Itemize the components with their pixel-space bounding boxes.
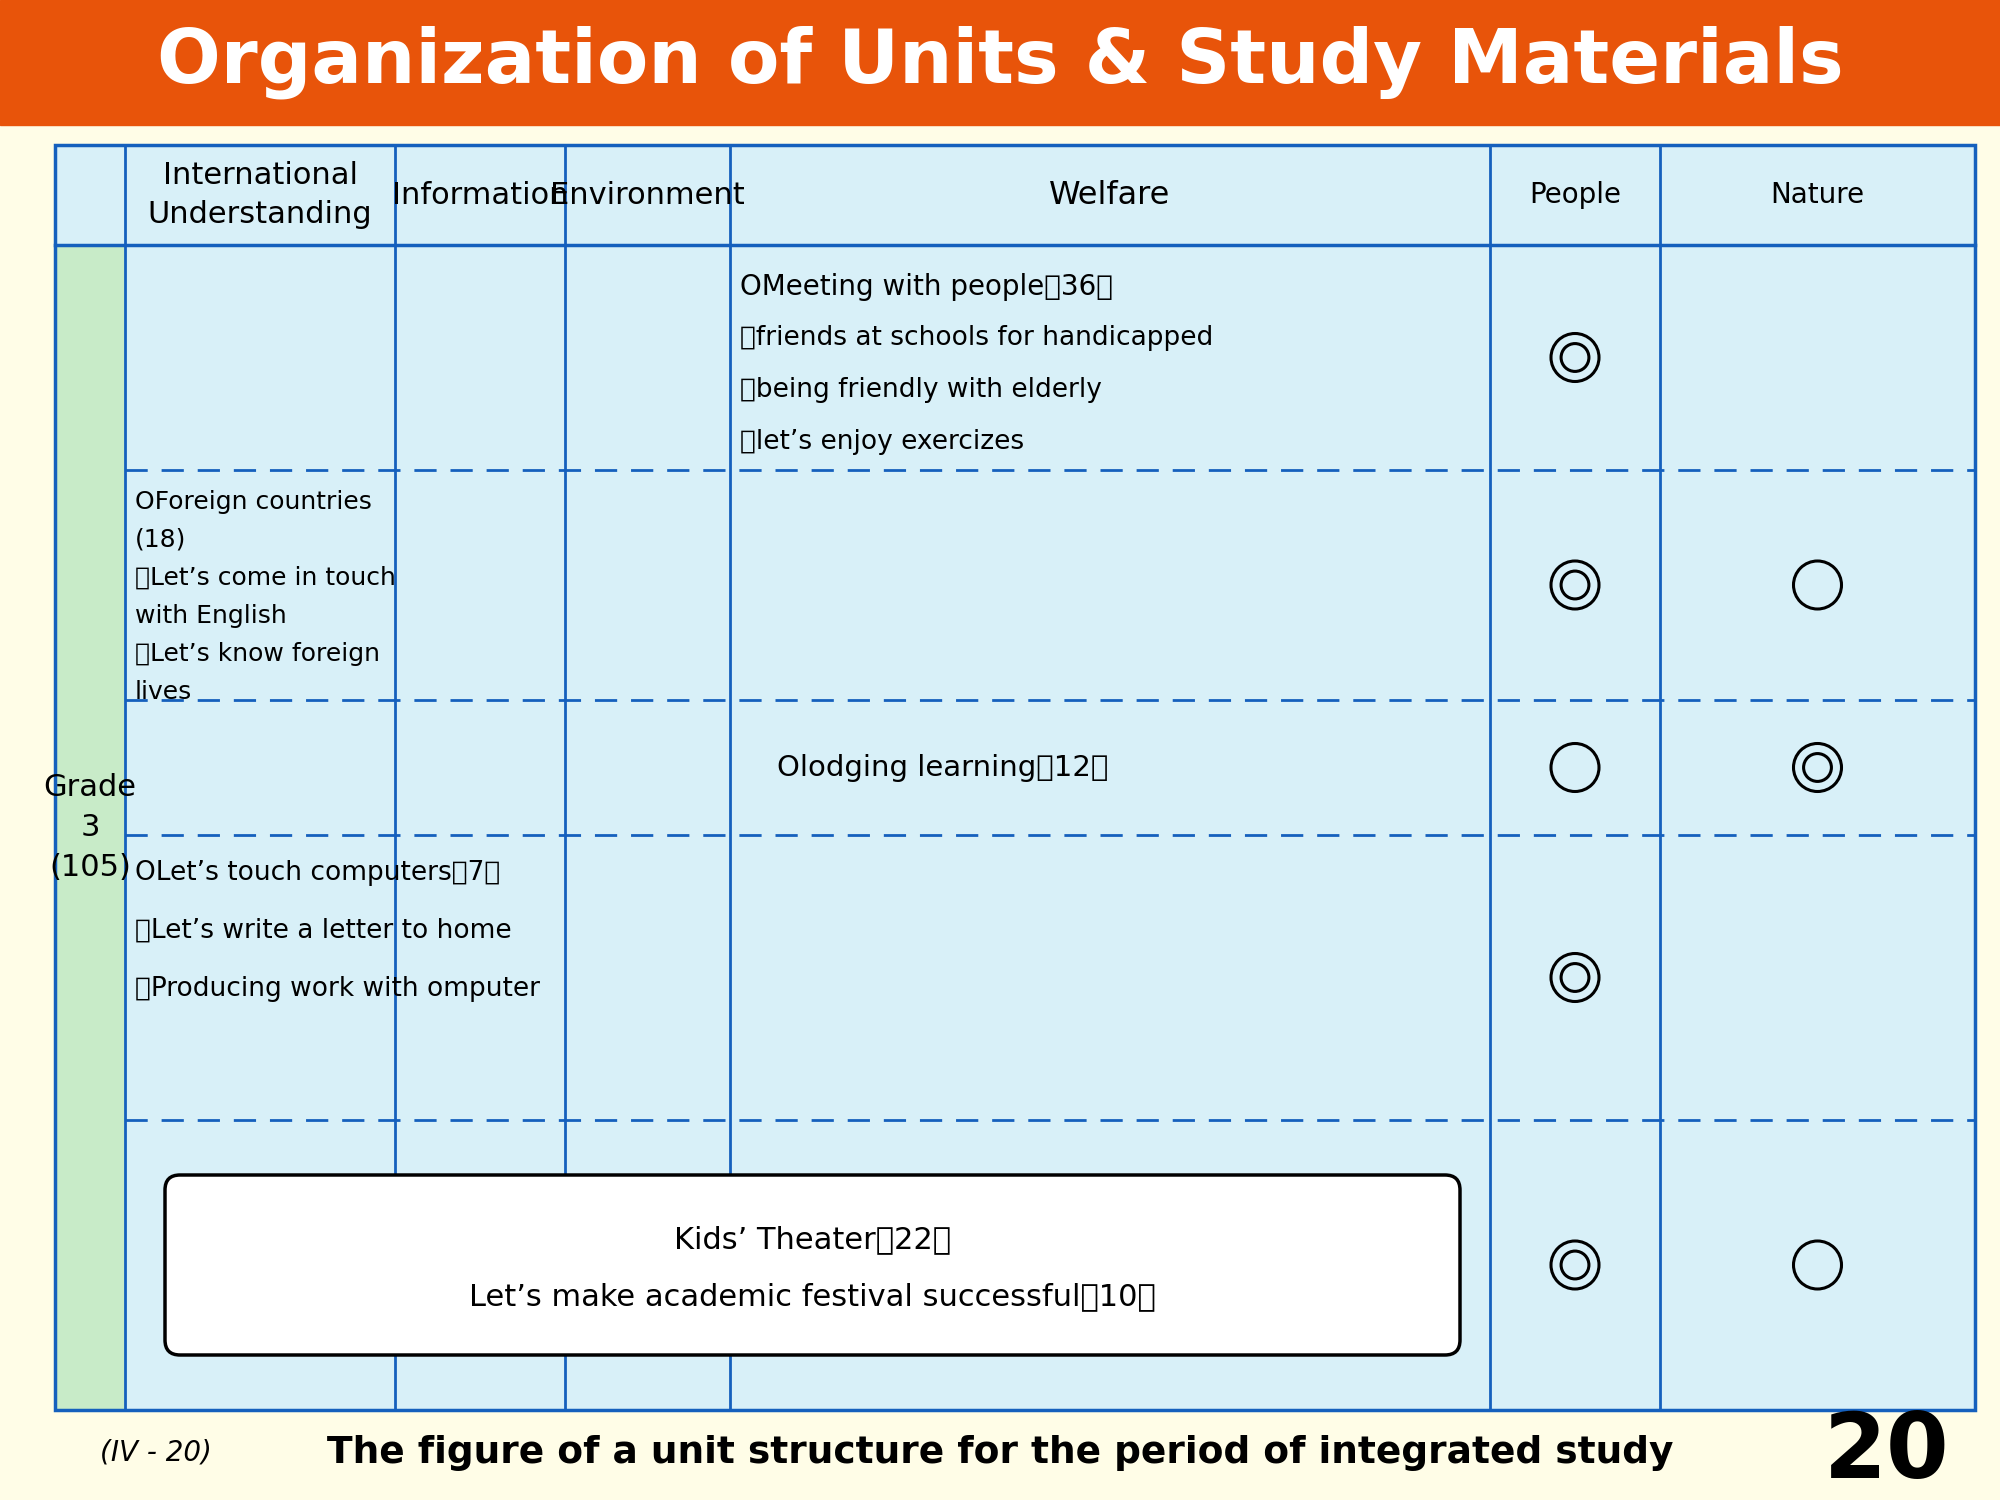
Text: Let’s make academic festival successful（10）: Let’s make academic festival successful（…	[470, 1282, 1156, 1311]
FancyBboxPatch shape	[164, 1174, 1460, 1354]
Text: シLet’s write a letter to home: シLet’s write a letter to home	[136, 918, 512, 944]
Text: (18): (18)	[136, 528, 186, 552]
Text: lives: lives	[136, 680, 192, 703]
Text: International
Understanding: International Understanding	[148, 162, 372, 228]
Text: Environment: Environment	[550, 180, 744, 210]
Text: Information: Information	[392, 180, 568, 210]
FancyBboxPatch shape	[56, 146, 1976, 1410]
Text: Organization of Units & Study Materials: Organization of Units & Study Materials	[156, 26, 1844, 99]
Text: Grade
3
(105): Grade 3 (105)	[44, 772, 136, 882]
Text: シProducing work with omputer: シProducing work with omputer	[136, 976, 540, 1002]
Text: OMeeting with people（36）: OMeeting with people（36）	[740, 273, 1112, 302]
Text: Welfare: Welfare	[1050, 180, 1170, 210]
Text: シlet’s enjoy exercizes: シlet’s enjoy exercizes	[740, 429, 1024, 454]
Text: シLet’s know foreign: シLet’s know foreign	[136, 642, 380, 666]
Text: シfriends at schools for handicapped: シfriends at schools for handicapped	[740, 326, 1214, 351]
Text: People: People	[1530, 182, 1620, 209]
FancyBboxPatch shape	[56, 244, 124, 1410]
Text: OForeign countries: OForeign countries	[136, 490, 372, 514]
FancyBboxPatch shape	[0, 0, 2000, 124]
Text: 20: 20	[1824, 1408, 1950, 1497]
Text: シbeing friendly with elderly: シbeing friendly with elderly	[740, 376, 1102, 404]
Text: The figure of a unit structure for the period of integrated study: The figure of a unit structure for the p…	[326, 1436, 1674, 1472]
Text: OLet’s touch computers（7）: OLet’s touch computers（7）	[136, 859, 500, 886]
Text: with English: with English	[136, 604, 286, 628]
Text: (IV - 20): (IV - 20)	[100, 1438, 212, 1467]
Text: Olodging learning（12）: Olodging learning（12）	[776, 753, 1108, 782]
Text: シLet’s come in touch: シLet’s come in touch	[136, 566, 396, 590]
Text: Kids’ Theater（22）: Kids’ Theater（22）	[674, 1226, 952, 1254]
Text: Nature: Nature	[1770, 182, 1864, 209]
